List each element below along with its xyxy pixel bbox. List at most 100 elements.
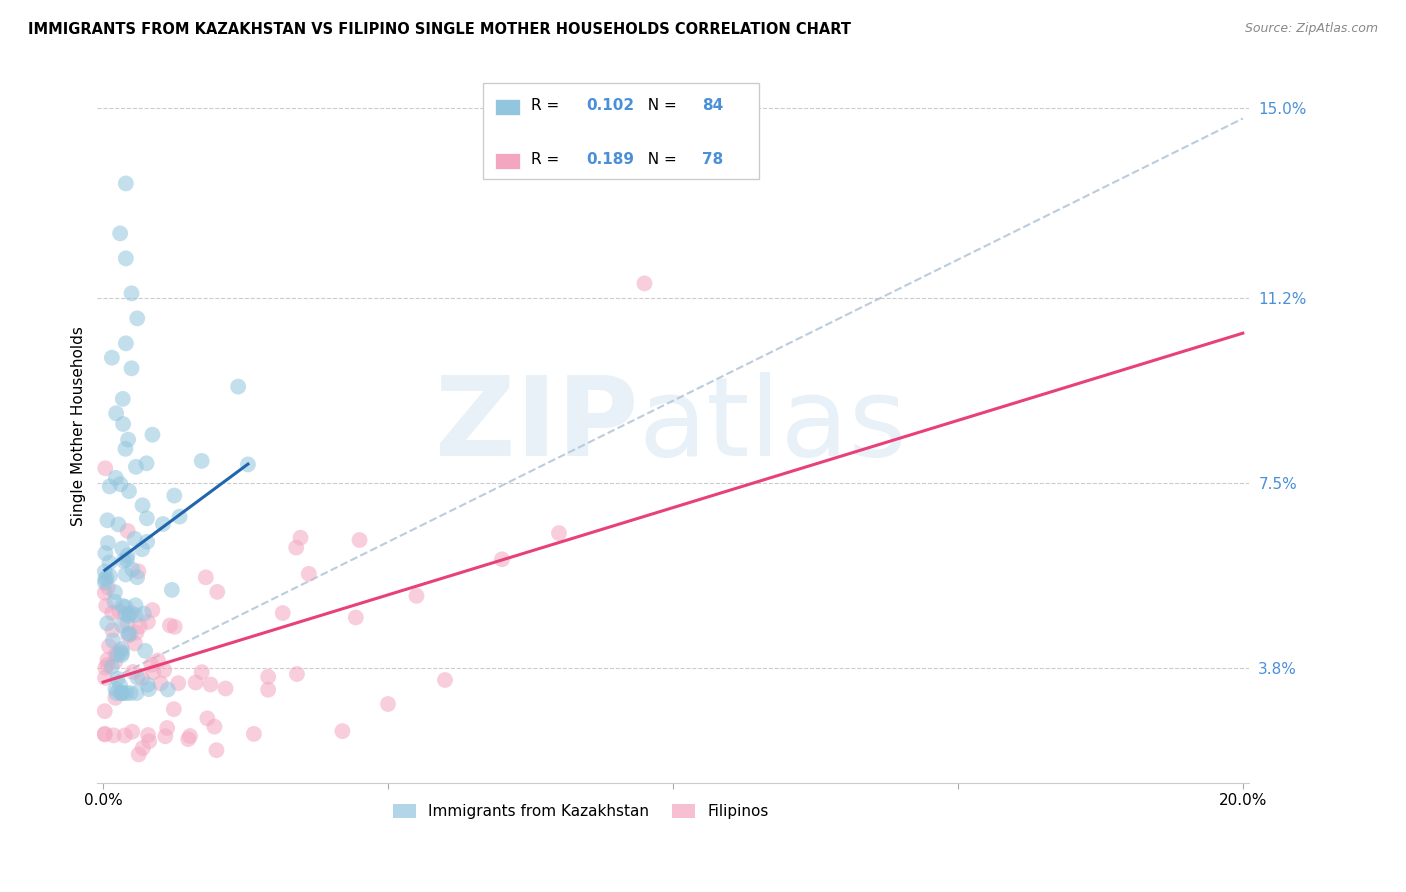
Point [97, 657, 120, 672]
Point [200, 677, 222, 691]
Point [94, 727, 117, 741]
Point [94, 546, 117, 560]
Point [163, 489, 186, 503]
Point [117, 524, 139, 538]
Point [127, 311, 149, 326]
Point [141, 657, 163, 672]
Point [111, 642, 134, 657]
Point [177, 732, 200, 747]
Point [118, 484, 141, 499]
Point [344, 610, 367, 624]
Point [118, 608, 141, 623]
Point [94, 661, 117, 675]
Point [98, 479, 121, 493]
Point [169, 509, 191, 524]
Point [110, 477, 132, 491]
Point [101, 606, 124, 620]
Point [149, 676, 172, 690]
Point [115, 552, 138, 566]
Point [108, 678, 131, 692]
Point [179, 729, 201, 743]
FancyBboxPatch shape [484, 83, 759, 179]
Point [101, 633, 124, 648]
Point [104, 471, 127, 485]
Point [111, 646, 134, 660]
Point [94, 461, 117, 475]
Point [205, 743, 228, 757]
Point [136, 678, 159, 692]
Point [271, 606, 294, 620]
Point [633, 277, 655, 291]
Point [105, 406, 128, 420]
Point [98, 569, 121, 583]
Point [405, 589, 427, 603]
Text: N =: N = [638, 98, 682, 113]
Legend: Immigrants from Kazakhstan, Filipinos: Immigrants from Kazakhstan, Filipinos [387, 798, 775, 825]
Point [142, 665, 165, 679]
Point [127, 565, 149, 579]
Point [124, 636, 146, 650]
Point [117, 626, 139, 640]
Point [257, 670, 280, 684]
Point [111, 599, 134, 613]
Point [104, 585, 127, 599]
Point [94, 565, 117, 579]
Point [136, 615, 159, 629]
Point [97, 536, 120, 550]
Point [111, 618, 134, 632]
Point [110, 786, 132, 800]
Point [98, 556, 121, 570]
Point [117, 549, 139, 563]
Point [115, 686, 138, 700]
Point [111, 686, 134, 700]
Point [94, 671, 117, 685]
Point [112, 417, 135, 431]
Point [125, 625, 148, 640]
Point [104, 681, 127, 696]
Point [156, 721, 179, 735]
Bar [495, 99, 520, 115]
Text: atlas: atlas [638, 372, 907, 479]
Point [195, 711, 218, 725]
Point [121, 286, 143, 301]
Point [120, 606, 142, 620]
Point [125, 459, 148, 474]
Point [141, 427, 163, 442]
Point [120, 686, 142, 700]
Point [101, 659, 124, 673]
Point [108, 227, 131, 241]
Point [214, 681, 236, 696]
Text: N =: N = [638, 152, 682, 167]
Point [115, 252, 138, 266]
Point [243, 727, 266, 741]
Point [107, 517, 129, 532]
Point [285, 667, 308, 681]
Text: 0.189: 0.189 [586, 152, 634, 167]
Point [114, 607, 136, 621]
Point [226, 379, 249, 393]
Y-axis label: Single Mother Households: Single Mother Households [72, 326, 86, 525]
Point [121, 361, 143, 376]
Text: 84: 84 [702, 98, 723, 113]
Point [132, 741, 155, 756]
Point [285, 541, 308, 555]
Point [97, 581, 120, 595]
Text: Source: ZipAtlas.com: Source: ZipAtlas.com [1244, 22, 1378, 36]
Point [377, 697, 399, 711]
Point [107, 672, 129, 686]
Point [108, 644, 131, 658]
Text: 78: 78 [702, 152, 723, 167]
Text: 0.102: 0.102 [586, 98, 634, 113]
Point [96, 653, 118, 667]
Point [128, 747, 150, 762]
Point [433, 673, 456, 687]
Point [94, 704, 117, 718]
Point [115, 336, 138, 351]
Point [207, 585, 229, 599]
Point [101, 624, 124, 638]
Point [111, 392, 134, 406]
Point [121, 724, 143, 739]
Point [491, 552, 513, 566]
Point [190, 665, 212, 680]
Point [194, 570, 217, 584]
